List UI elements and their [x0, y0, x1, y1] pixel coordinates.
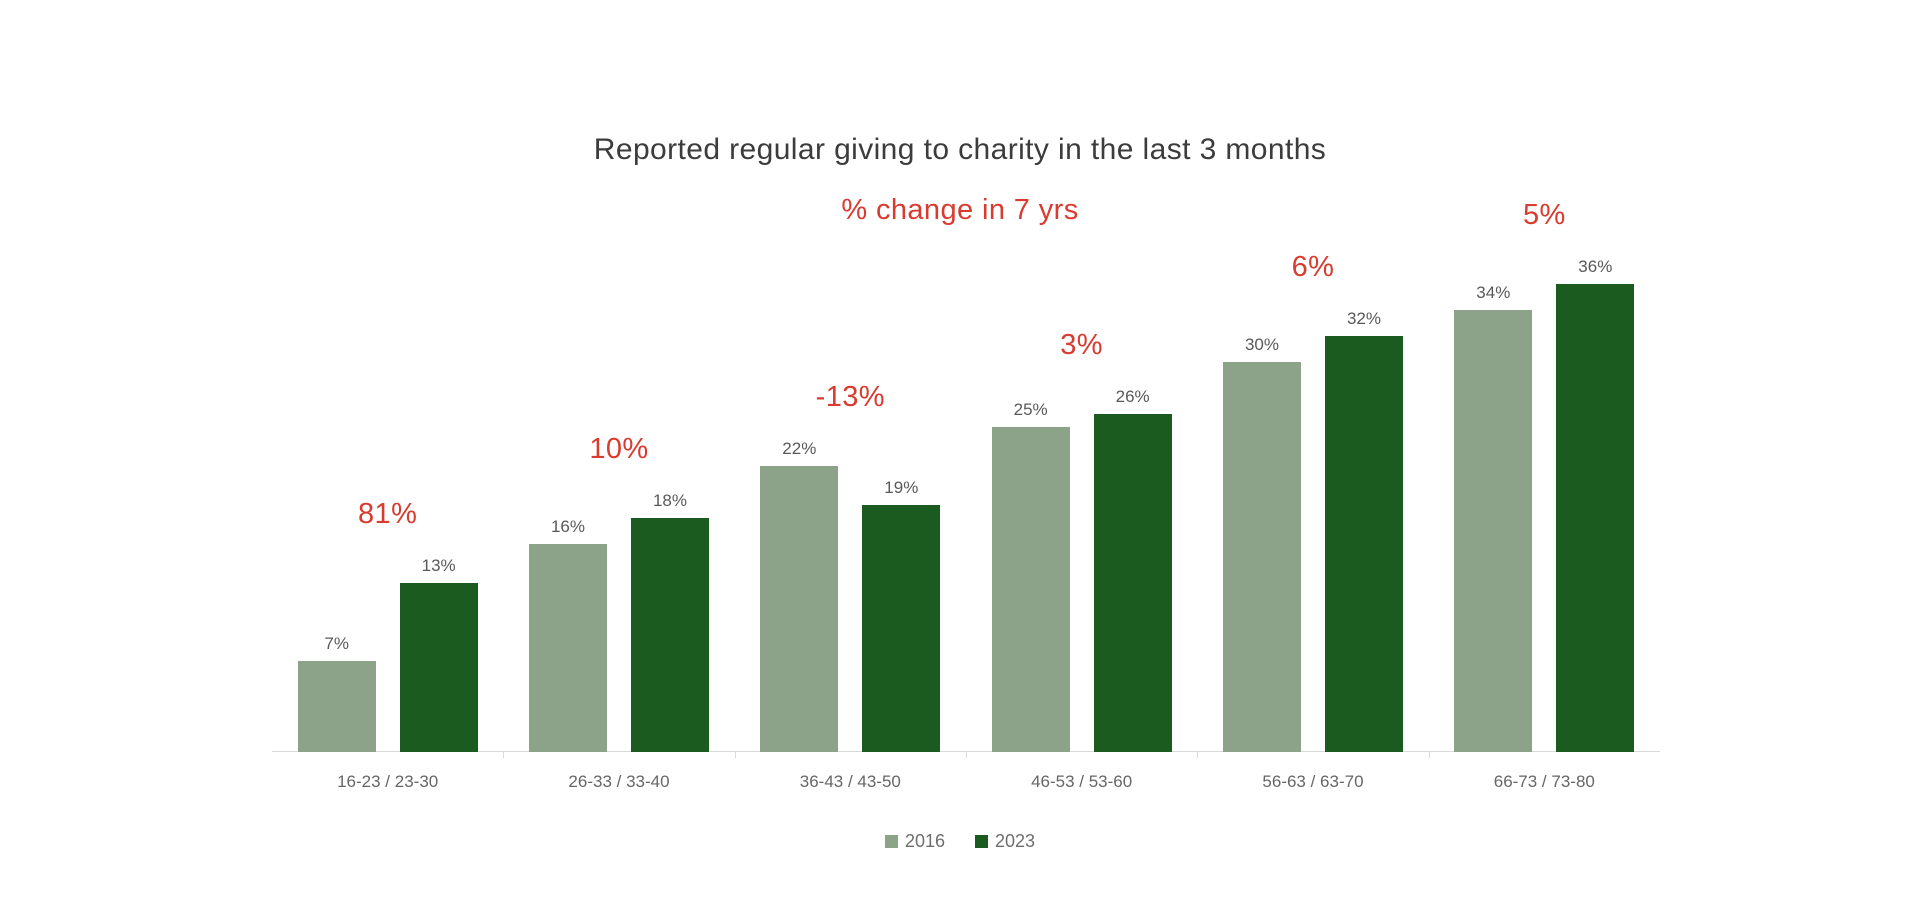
x-axis-category-label: 36-43 / 43-50 — [799, 772, 901, 791]
bar-value-label: 22% — [782, 439, 817, 458]
legend-item-2016: 2016 — [884, 831, 945, 852]
x-axis-tick — [1428, 752, 1430, 758]
change-label: 81% — [358, 498, 418, 530]
bar-value-label: 7% — [324, 634, 349, 653]
legend-item-2023: 2023 — [975, 831, 1035, 852]
change-label: 6% — [1291, 251, 1335, 283]
x-axis-line — [272, 751, 1660, 752]
bar-2016: 22% — [760, 439, 839, 752]
chart-subtitle: % change in 7 yrs — [841, 194, 1079, 226]
bar-2016: 34% — [1454, 283, 1533, 752]
legend-swatch-2016 — [884, 835, 898, 848]
bar-2016: 16% — [528, 517, 607, 752]
bar-value-label: 19% — [884, 478, 919, 497]
bar-2023: 18% — [630, 491, 709, 752]
x-axis-category-label: 56-63 / 63-70 — [1262, 772, 1364, 791]
x-axis-tick — [1197, 752, 1199, 758]
bar-value-label: 34% — [1476, 283, 1511, 302]
x-axis-category-label: 66-73 / 73-80 — [1493, 772, 1595, 791]
bar-2016: 7% — [297, 634, 376, 752]
x-axis-tick — [734, 752, 736, 758]
bar-value-label: 18% — [652, 491, 687, 510]
bar-2023: 32% — [1324, 309, 1403, 752]
bar-value-label: 13% — [421, 556, 456, 575]
bar-group: 7% 13% 81% 16-23 / 23-30 — [272, 232, 503, 791]
bar-group: 16% 18% 10% 26-33 / 33-40 — [503, 232, 734, 791]
change-label: 3% — [1060, 329, 1103, 361]
x-axis-category-label: 16-23 / 23-30 — [337, 772, 439, 791]
legend: 2016 2023 — [0, 831, 1920, 852]
x-axis-tick — [966, 752, 967, 758]
x-axis-tick — [503, 752, 505, 758]
change-label: -13% — [815, 381, 885, 413]
bar-value-label: 32% — [1346, 309, 1381, 328]
x-axis-category-label: 46-53 / 53-60 — [1031, 772, 1133, 791]
bar-value-label: 26% — [1115, 387, 1150, 406]
bar-2023: 19% — [862, 478, 941, 752]
x-axis-category-label: 26-33 / 33-40 — [568, 772, 670, 791]
legend-label-2023: 2023 — [995, 831, 1036, 851]
bar-value-label: 16% — [550, 517, 585, 536]
change-label: 5% — [1522, 199, 1566, 231]
bar-2023: 13% — [399, 556, 478, 752]
bar-2016: 25% — [991, 400, 1070, 752]
bar-value-label: 36% — [1578, 257, 1613, 276]
bar-2023: 26% — [1093, 387, 1172, 752]
change-label: 10% — [589, 433, 649, 465]
bar-group: 30% 32% 6% 56-63 / 63-70 — [1197, 232, 1428, 791]
chart-title: Reported regular giving to charity in th… — [593, 133, 1327, 166]
bar-group: 22% 19% -13% 36-43 / 43-50 — [735, 232, 966, 791]
bar-value-label: 25% — [1013, 400, 1048, 419]
bar-group: 34% 36% 5% 66-73 / 73-80 — [1429, 199, 1660, 791]
legend-swatch-2023 — [975, 835, 988, 848]
bar-2016: 30% — [1222, 335, 1301, 752]
bar-value-label: 30% — [1244, 335, 1279, 354]
legend-label-2016: 2016 — [904, 831, 945, 851]
plot-area: 7% 13% 81% 16-23 / 23-30 16% 18% 10% 26-33 / 33… — [272, 199, 1660, 791]
bar-group: 25% 26% 3% 46-53 / 53-60 — [966, 232, 1197, 791]
bar-2023: 36% — [1556, 257, 1635, 752]
